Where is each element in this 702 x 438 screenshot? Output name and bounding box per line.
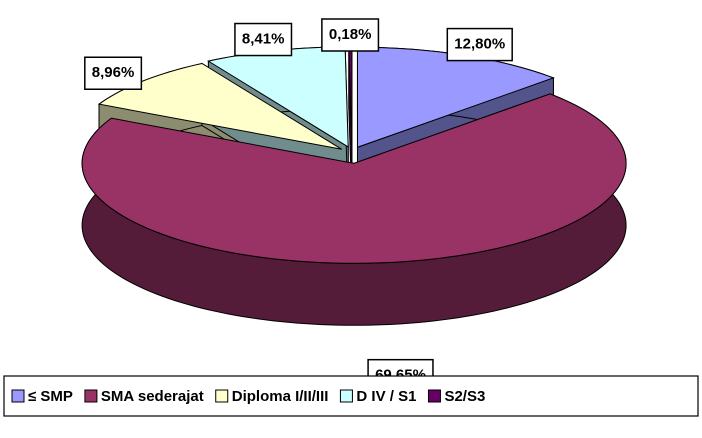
legend-label: SMA sederajat	[101, 388, 204, 405]
pie-tops	[81, 46, 627, 264]
slice	[97, 62, 343, 150]
legend: ≤ SMP SMA sederajat Diploma I/II/III D IV /…	[11, 388, 485, 405]
legend-label: D IV / S1	[356, 388, 416, 405]
legend-swatch	[339, 389, 353, 403]
data-label-box	[446, 27, 513, 62]
data-label: 0,18%	[329, 26, 372, 43]
slice	[81, 93, 627, 264]
legend-label: Diploma I/II/III	[232, 388, 329, 405]
legend-label: ≤ SMP	[28, 388, 73, 405]
data-label: 8,96%	[92, 64, 135, 81]
data-label-box	[84, 56, 143, 90]
legend-swatch	[427, 389, 441, 403]
legend-swatch	[11, 389, 25, 403]
data-label: 8,41%	[242, 30, 285, 47]
legend-swatch	[215, 389, 229, 403]
data-label-box	[234, 22, 293, 57]
legend-label: S2/S3	[444, 388, 485, 405]
legend-swatch	[84, 389, 98, 403]
data-label-box	[321, 18, 380, 52]
data-label: 12,80%	[454, 36, 505, 53]
